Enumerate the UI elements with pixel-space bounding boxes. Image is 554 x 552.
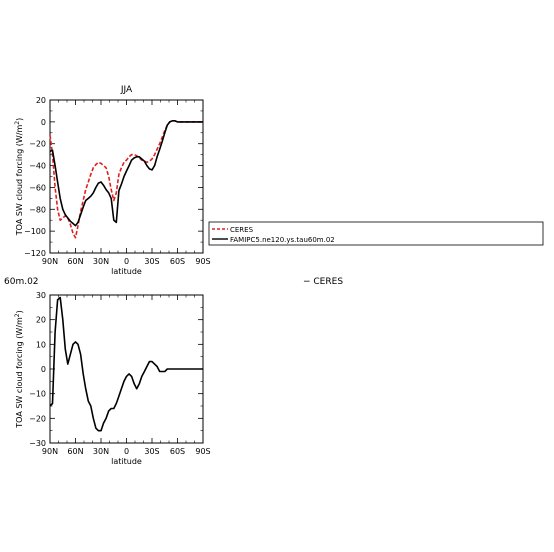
panel-2-title-partial: 60m.02 <box>4 277 39 287</box>
panel-1-ylabel-sup: 2 <box>14 121 21 125</box>
panel-2: 90N 60N 30N 0 30S 60S 90S 30 20 10 0 −10 −20 −30 latit… <box>14 291 211 466</box>
panel-2-xtick-label: 30S <box>144 447 159 456</box>
legend-box <box>208 221 544 246</box>
panel-1-ytick-label: −60 <box>29 183 46 192</box>
panel-2-ytick-label: 30 <box>36 291 46 300</box>
panel-2-xtick-label: 60S <box>170 447 185 456</box>
panel-2-ytick-label: −30 <box>29 439 46 448</box>
panel-1-ylabel: TOA SW cloud forcing (W/m2) <box>14 118 24 236</box>
panel-2-ytick-label: 0 <box>41 365 46 374</box>
panel-1: 90N 60N 30N 0 30S 60S 90S 20 0 −20 −40 −60 −80 −100 −1… <box>14 85 211 276</box>
panel-1-title: JJA <box>120 85 133 95</box>
panel-1-ylabel-main: TOA SW cloud forcing (W/m <box>15 125 24 237</box>
panel-1-xtick-label: 90N <box>42 257 58 266</box>
panel-1-ytick-label: −80 <box>29 205 46 214</box>
panel-1-xtick-label: 30N <box>93 257 109 266</box>
panel-2-xtick-label: 90N <box>42 447 58 456</box>
panel-2-ytick-label: −10 <box>29 390 46 399</box>
panel-1-series-2-line <box>49 120 203 227</box>
panel-1-ytick-label: 0 <box>41 118 46 127</box>
panel-1-xtick-label: 60N <box>67 257 83 266</box>
panel-1-plot-frame <box>49 99 204 254</box>
panel-1-xtick-label: 0 <box>124 257 129 266</box>
panel-1-ytick-label: 20 <box>36 96 46 105</box>
panel-2-ylabel-sup: 2 <box>14 313 21 317</box>
panel-2-xtick-label: 90S <box>195 447 210 456</box>
panel-2-ylabel: TOA SW cloud forcing (W/m2) <box>14 310 24 428</box>
panel-2-ylabel-close: ) <box>15 310 24 313</box>
panel-1-ytick-label: −120 <box>24 249 46 258</box>
panel-2-ylabel-main: TOA SW cloud forcing (W/m <box>15 317 24 429</box>
panel-2-ytick-label: 20 <box>36 316 46 325</box>
panel-1-xtick-label: 60S <box>170 257 185 266</box>
panel-2-legend-partial: − CERES <box>303 277 343 287</box>
panel-2-xtick-label: 30N <box>93 447 109 456</box>
panel-2-xlabel: latitude <box>111 457 142 466</box>
legend-label-1: CERES <box>230 226 254 234</box>
panel-2-ytick-label: 10 <box>36 340 46 349</box>
panel-2-series-1-line <box>49 296 203 432</box>
panel-1-xtick-label: 90S <box>195 257 210 266</box>
panel-1-series-1-line <box>49 120 203 239</box>
panel-1-legend: CERES FAMIPC5.ne120.ys.tau60m.02 <box>208 221 544 246</box>
panel-1-ylabel-close: ) <box>15 118 24 121</box>
panel-1-xlabel: latitude <box>111 267 142 276</box>
panel-1-ytick-label: −40 <box>29 162 46 171</box>
panel-2-xtick-label: 60N <box>67 447 83 456</box>
panel-2-xtick-label: 0 <box>124 447 129 456</box>
panel-1-ytick-label: −20 <box>29 140 46 149</box>
panel-2-ytick-label: −20 <box>29 414 46 423</box>
panel-1-xtick-label: 30S <box>144 257 159 266</box>
legend-label-2: FAMIPC5.ne120.ys.tau60m.02 <box>230 236 335 244</box>
panel-1-ytick-label: −100 <box>24 227 46 236</box>
